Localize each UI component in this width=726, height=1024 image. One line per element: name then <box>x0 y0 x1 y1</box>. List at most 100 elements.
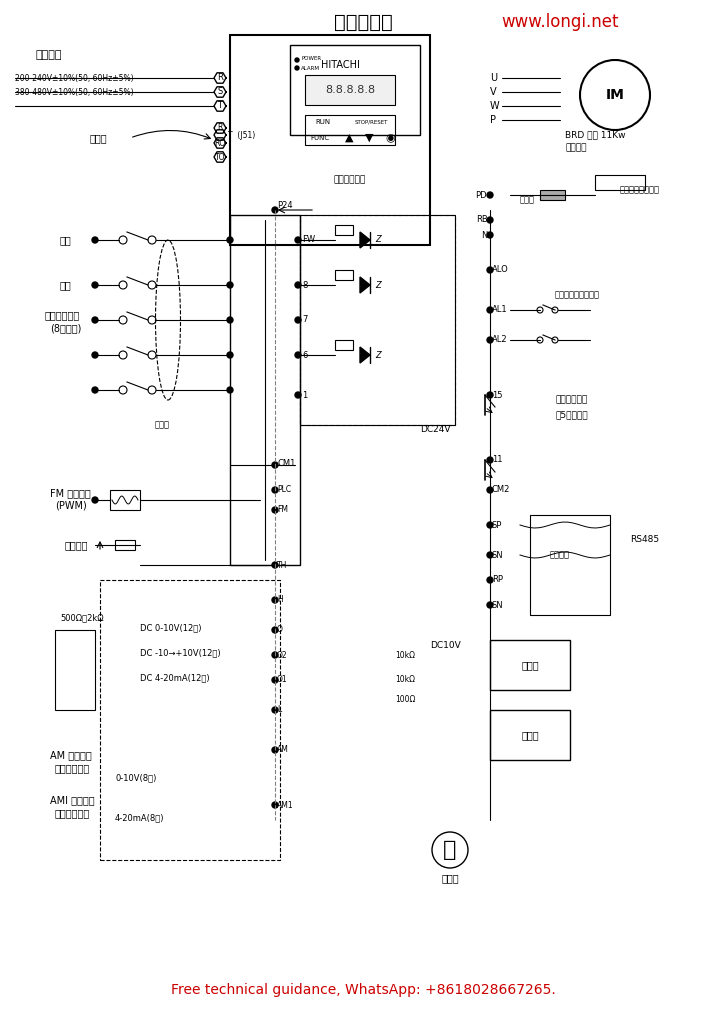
Text: (8个端子): (8个端子) <box>50 323 81 333</box>
Circle shape <box>227 237 233 243</box>
Circle shape <box>295 282 301 288</box>
Text: AL2: AL2 <box>492 336 507 344</box>
Text: T  (J51): T (J51) <box>228 130 256 139</box>
Text: PD: PD <box>475 190 486 200</box>
Polygon shape <box>360 347 370 362</box>
Text: 端子接线图: 端子接线图 <box>334 12 392 32</box>
Circle shape <box>272 487 278 493</box>
Bar <box>305 115 395 145</box>
Text: Z: Z <box>375 281 380 290</box>
Text: O: O <box>277 626 283 635</box>
Text: 8: 8 <box>302 281 307 290</box>
Text: 未端电阻: 未端电阻 <box>550 551 570 559</box>
Circle shape <box>295 237 301 243</box>
Text: H: H <box>277 596 282 604</box>
Circle shape <box>272 462 278 468</box>
Text: AM 输出监视: AM 输出监视 <box>50 750 91 760</box>
Bar <box>300 215 455 425</box>
Circle shape <box>487 392 493 398</box>
Text: 15: 15 <box>492 390 502 399</box>
Circle shape <box>227 282 233 288</box>
Text: 500Ω～2kΩ: 500Ω～2kΩ <box>60 613 104 623</box>
Text: ⏚: ⏚ <box>444 840 457 860</box>
Circle shape <box>487 337 493 343</box>
Circle shape <box>295 317 301 323</box>
Bar <box>595 175 645 190</box>
Text: ALO: ALO <box>492 265 509 274</box>
Text: （5个端子）: （5个端子） <box>555 411 587 420</box>
Text: (PWM): (PWM) <box>55 501 86 511</box>
Circle shape <box>272 507 278 513</box>
Text: Z: Z <box>375 350 380 359</box>
Circle shape <box>272 652 278 658</box>
Text: V: V <box>490 87 497 97</box>
Text: 10kΩ: 10kΩ <box>395 676 415 684</box>
Text: O2: O2 <box>277 650 287 659</box>
Text: L: L <box>277 706 281 715</box>
Text: 可拆卸端子台: 可拆卸端子台 <box>334 175 366 184</box>
Circle shape <box>487 577 493 583</box>
Text: SN: SN <box>492 551 504 559</box>
Polygon shape <box>360 232 370 248</box>
Text: SP: SP <box>492 520 502 529</box>
Bar <box>335 225 353 234</box>
Text: PLC: PLC <box>277 485 291 495</box>
Bar <box>540 190 565 200</box>
Text: 6: 6 <box>302 350 307 359</box>
Text: R: R <box>217 74 223 83</box>
Bar <box>530 515 610 615</box>
Text: ◉: ◉ <box>385 133 395 143</box>
Circle shape <box>92 387 98 393</box>
Text: 1: 1 <box>302 390 307 399</box>
Circle shape <box>487 522 493 528</box>
Circle shape <box>272 207 278 213</box>
Text: HITACHI: HITACHI <box>321 60 359 70</box>
Text: W: W <box>490 101 499 111</box>
Text: ALARM: ALARM <box>301 66 320 71</box>
Text: 100Ω: 100Ω <box>395 695 415 705</box>
Circle shape <box>272 707 278 713</box>
Text: P: P <box>490 115 496 125</box>
Text: 报警继电器输出端子: 报警继电器输出端子 <box>555 291 600 299</box>
Text: AL1: AL1 <box>492 305 507 314</box>
Text: 反转: 反转 <box>60 280 72 290</box>
Text: 正转: 正转 <box>60 234 72 245</box>
Circle shape <box>272 562 278 568</box>
Text: 三相电源: 三相电源 <box>35 50 62 60</box>
Text: AM: AM <box>277 745 289 755</box>
Bar <box>100 580 280 860</box>
Circle shape <box>92 282 98 288</box>
Text: 输出智能端子: 输出智能端子 <box>555 395 587 404</box>
Text: 短接线: 短接线 <box>155 421 169 429</box>
Text: CM1: CM1 <box>277 459 295 468</box>
Text: 0-10V(8位): 0-10V(8位) <box>115 773 156 782</box>
Circle shape <box>227 352 233 358</box>
Text: 短接条: 短接条 <box>520 196 535 205</box>
Bar <box>305 75 395 105</box>
Circle shape <box>92 497 98 503</box>
Text: 7: 7 <box>302 315 307 325</box>
Text: 接地端: 接地端 <box>441 873 459 883</box>
Text: STOP/RESET: STOP/RESET <box>355 120 388 125</box>
Text: TO: TO <box>215 153 225 162</box>
Text: DC24V: DC24V <box>420 426 451 434</box>
Circle shape <box>92 237 98 243</box>
Text: CM2: CM2 <box>492 485 510 495</box>
Text: FM 输出监视: FM 输出监视 <box>50 488 91 498</box>
Bar <box>230 35 430 245</box>
Circle shape <box>487 232 493 238</box>
Circle shape <box>227 317 233 323</box>
Text: 热敏电阻: 热敏电阻 <box>65 540 89 550</box>
Circle shape <box>295 66 299 70</box>
Circle shape <box>272 746 278 753</box>
Bar <box>115 540 135 550</box>
Circle shape <box>487 267 493 273</box>
Circle shape <box>92 317 98 323</box>
Bar <box>335 270 353 280</box>
Text: SN: SN <box>492 600 504 609</box>
Bar <box>335 340 353 350</box>
Text: DC -10→+10V(12位): DC -10→+10V(12位) <box>140 648 221 657</box>
Text: U: U <box>490 73 497 83</box>
Circle shape <box>487 552 493 558</box>
Text: 以下内置: 以下内置 <box>565 143 587 153</box>
